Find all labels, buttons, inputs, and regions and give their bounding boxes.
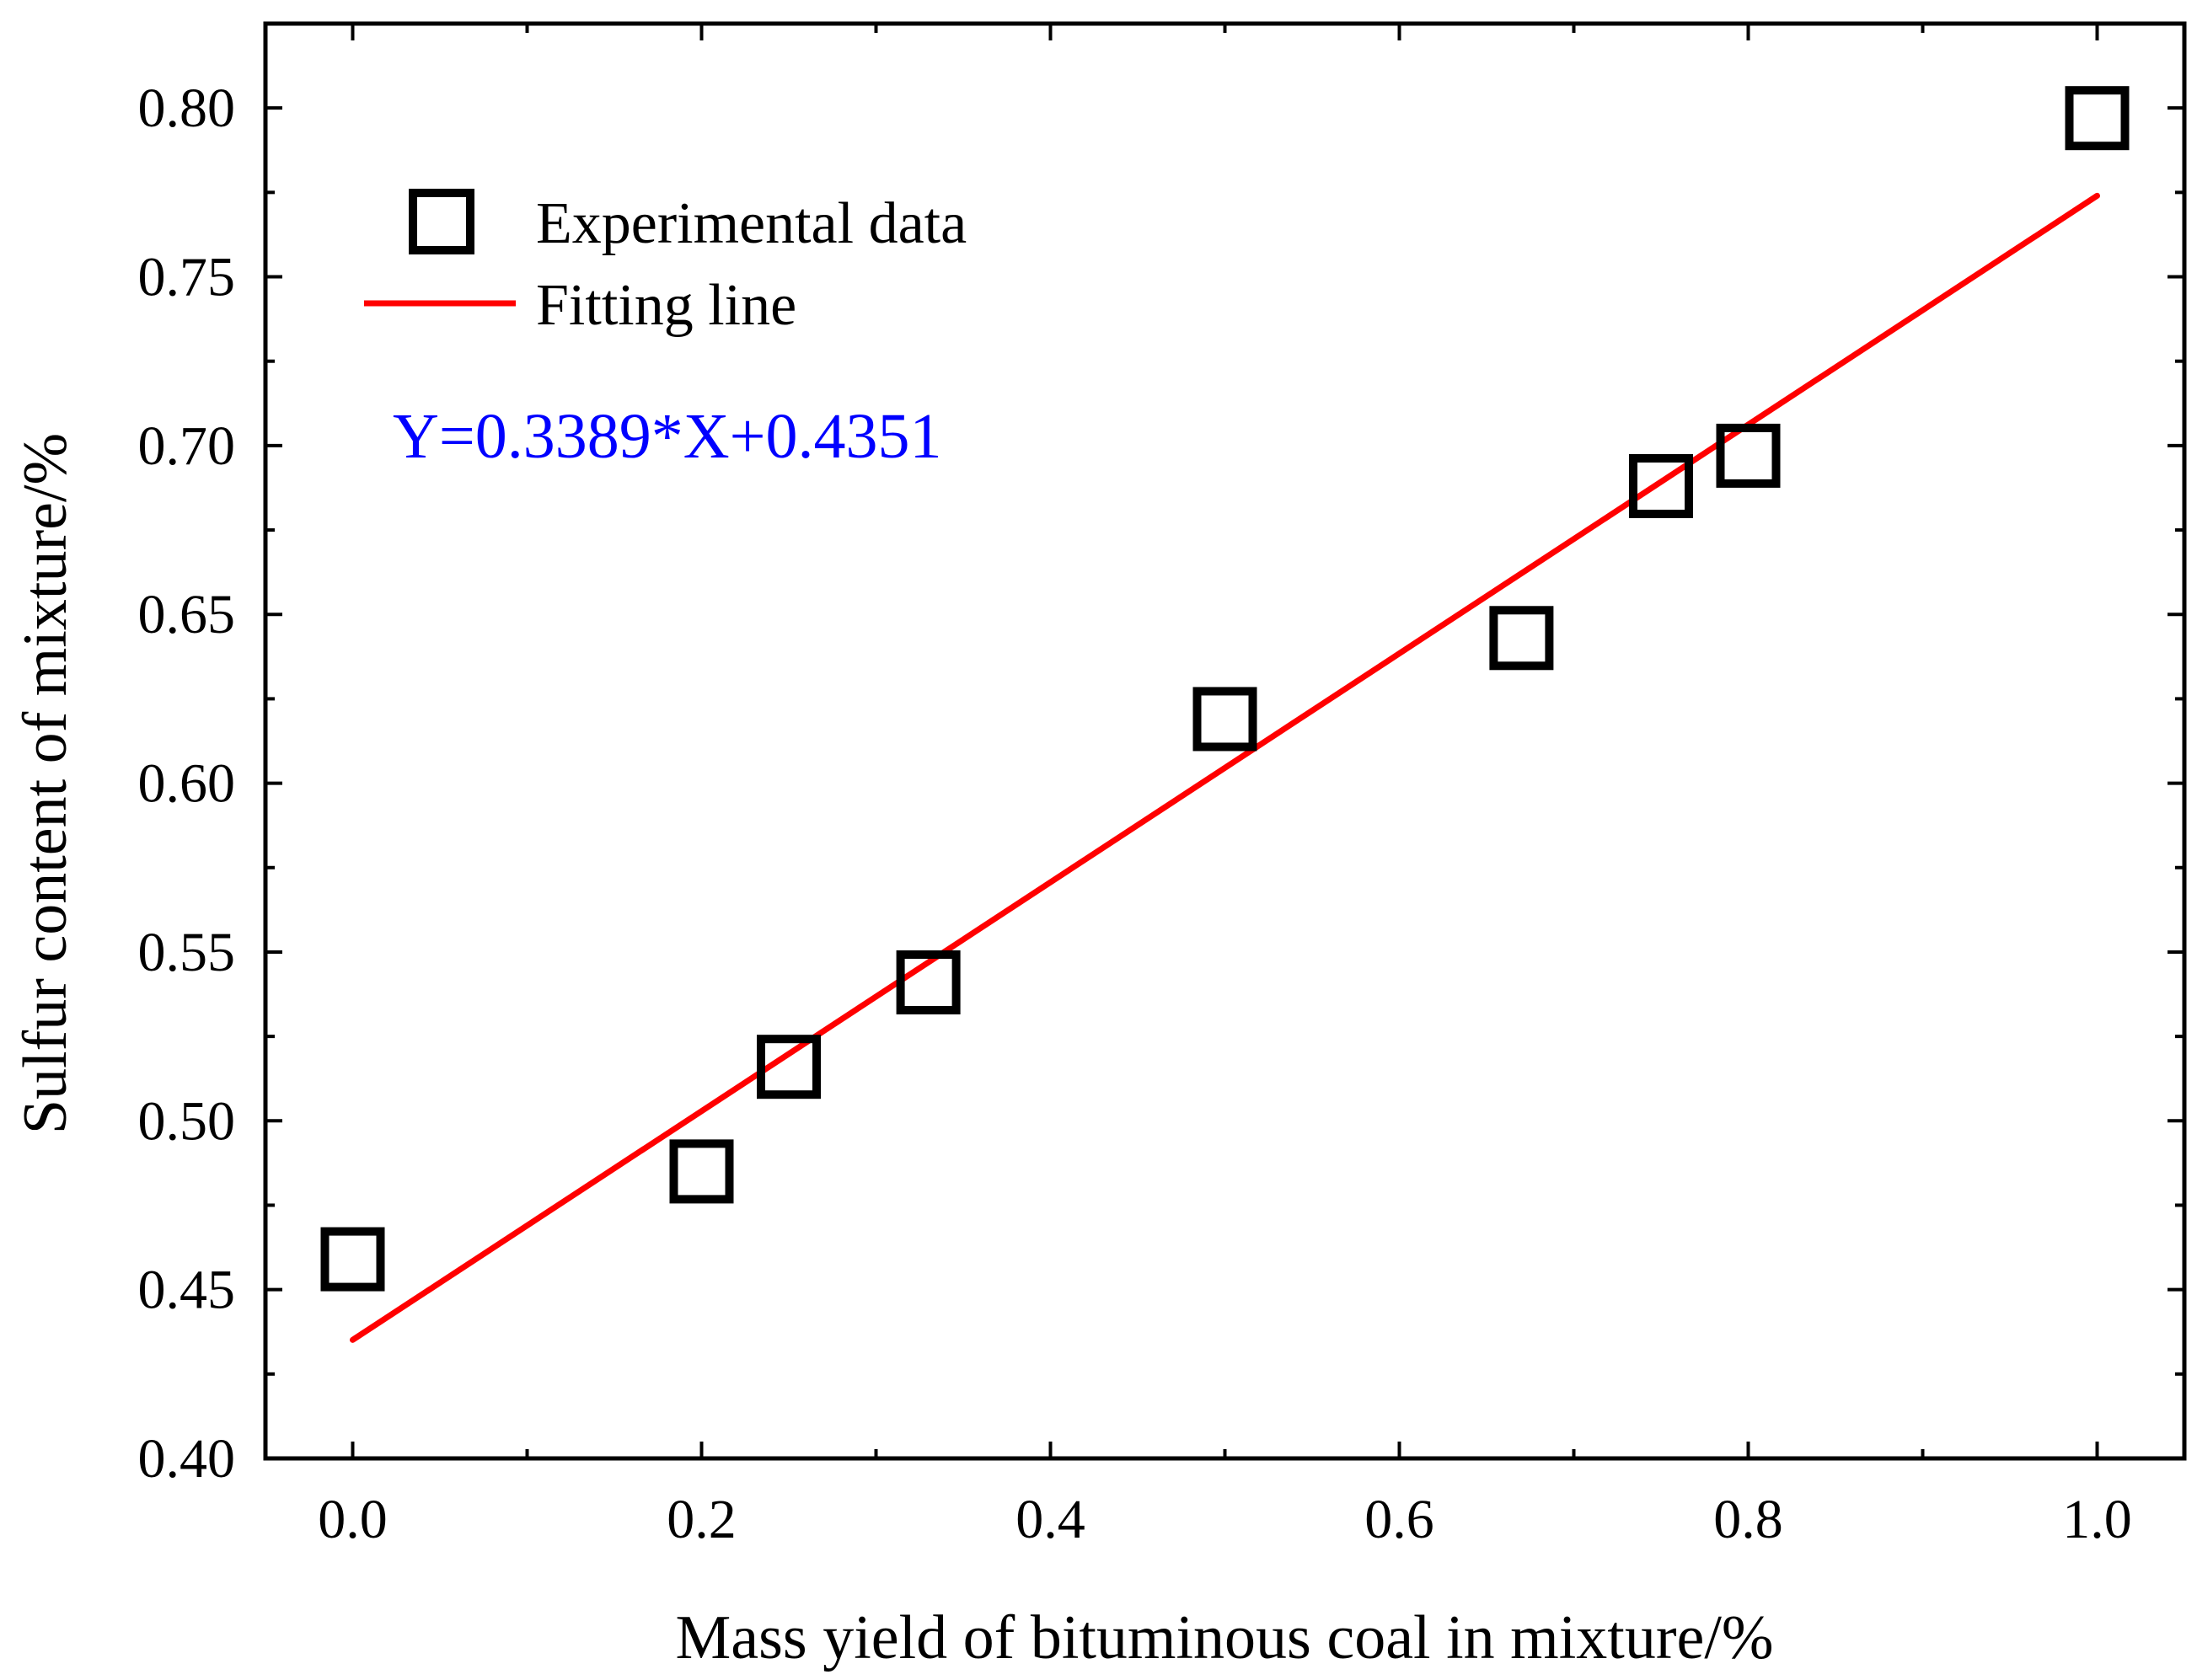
legend-marker-experimental [409, 189, 474, 254]
x-tick-label: 0.2 [667, 1489, 737, 1550]
x-tick-label: 1.0 [2062, 1489, 2132, 1550]
data-point [2065, 86, 2130, 151]
y-tick-label: 0.70 [138, 415, 236, 477]
y-tick-label: 0.65 [138, 584, 236, 645]
y-tick-label: 0.75 [138, 247, 236, 308]
data-points-layer [320, 86, 2130, 1292]
data-point [320, 1227, 385, 1292]
y-tick-label: 0.80 [138, 78, 236, 139]
y-tick-label: 0.60 [138, 753, 236, 815]
x-tick-label: 0.0 [318, 1489, 388, 1550]
legend: Experimental data Fitting line [364, 189, 967, 338]
fit-line-layer [350, 192, 2100, 1343]
data-point [896, 950, 961, 1015]
legend-label-fitting-line: Fitting line [536, 273, 796, 338]
data-point [669, 1139, 734, 1204]
y-axis-title: Sulfur content of mixture/% [11, 433, 80, 1134]
x-tick-label: 0.8 [1713, 1489, 1783, 1550]
data-point [1629, 453, 1693, 518]
y-tick-label: 0.55 [138, 922, 236, 983]
fit-equation-annotation: Y=0.3389*X+0.4351 [393, 401, 942, 472]
data-point [757, 1035, 821, 1099]
y-tick-label: 0.50 [138, 1090, 236, 1152]
x-tick-label: 0.4 [1015, 1489, 1085, 1550]
y-tick-label: 0.45 [138, 1260, 236, 1321]
y-tick-label: 0.40 [138, 1428, 236, 1490]
x-tick-label: 0.6 [1364, 1489, 1434, 1550]
legend-label-experimental: Experimental data [536, 191, 967, 256]
data-point [1489, 606, 1554, 671]
plot-area-frame [263, 21, 2187, 1461]
x-axis-title: Mass yield of bituminous coal in mixture… [675, 1603, 1773, 1672]
data-point [1192, 687, 1257, 752]
fitting-line [350, 192, 2100, 1343]
tick-labels-layer: 0.0 0.2 0.4 0.6 0.8 1.0 0.40 0.45 0.50 0.55 0.60 0.… [138, 78, 2132, 1550]
data-point [1716, 423, 1781, 488]
